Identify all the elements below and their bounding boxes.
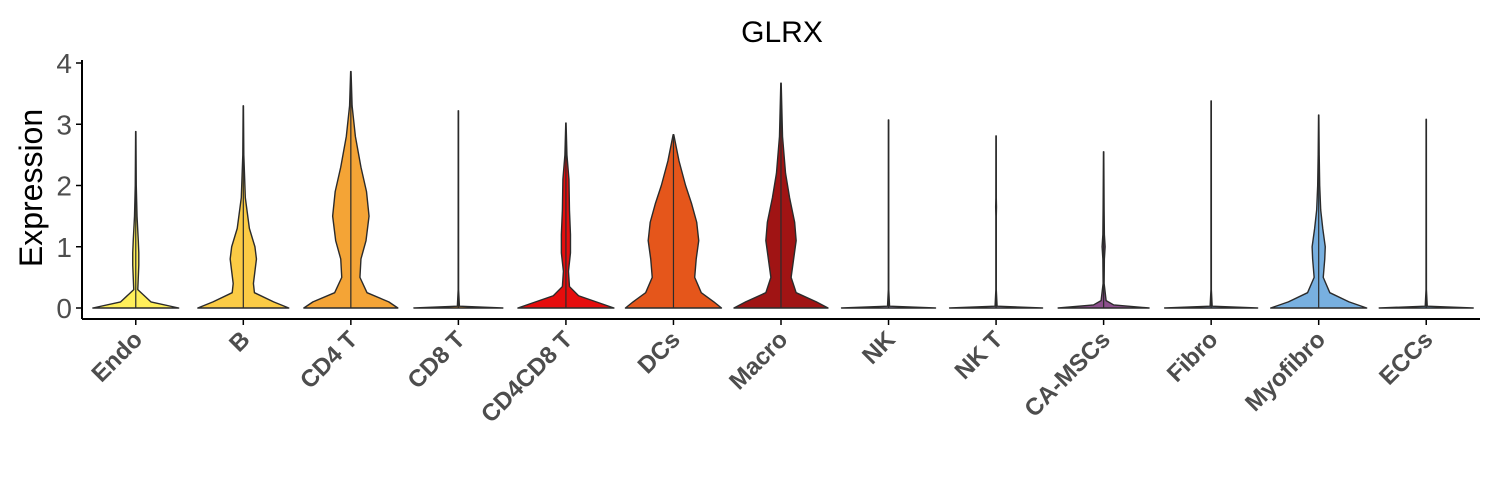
y-tick-label: 0 (56, 293, 72, 324)
x-tick-label: CA-MSCs (1019, 326, 1115, 422)
x-tick-label: Fibro (1162, 326, 1224, 388)
y-tick-label: 1 (56, 232, 72, 263)
y-tick-label: 2 (56, 171, 72, 202)
y-tick-label: 4 (56, 48, 72, 79)
x-tick-label: CD4CD8 T (476, 326, 578, 428)
x-tick-label: CD8 T (403, 326, 471, 394)
violin-layer (92, 70, 1474, 309)
y-tick-label: 3 (56, 109, 72, 140)
x-tick-label: NK T (950, 326, 1009, 385)
chart-title: GLRX (741, 16, 823, 49)
x-tick-label: Myofibro (1240, 326, 1331, 417)
x-tick-label: B (224, 326, 255, 357)
x-tick-label: NK (857, 326, 901, 370)
x-tick-label: Macro (724, 326, 793, 395)
x-tick-label: ECCs (1374, 326, 1438, 390)
x-axis-ticks: Endo B CD4 T CD8 T CD4CD8 T DCs Macro NK NK T CA-… (86, 319, 1438, 428)
x-tick-label: Endo (86, 326, 148, 388)
y-axis-ticks: 0 1 2 3 4 (56, 48, 82, 324)
x-tick-label: DCs (633, 326, 686, 379)
y-axis-label: Expression (13, 109, 49, 267)
x-tick-label: CD4 T (295, 326, 363, 394)
